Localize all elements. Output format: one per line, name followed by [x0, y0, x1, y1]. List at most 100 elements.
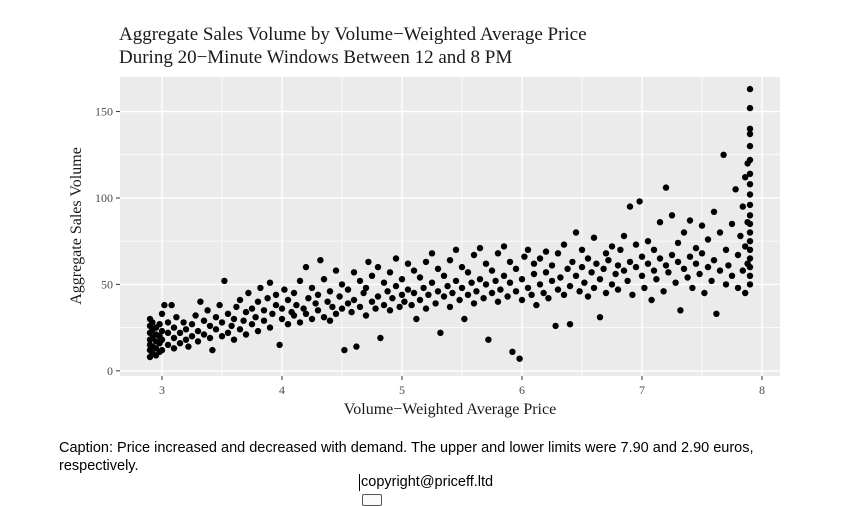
data-point — [566, 282, 574, 290]
data-point — [242, 331, 250, 338]
data-point — [194, 338, 202, 345]
data-point — [728, 220, 736, 228]
data-point — [284, 321, 292, 328]
data-point — [204, 307, 211, 314]
data-point — [377, 334, 384, 342]
data-point — [338, 281, 346, 288]
data-point — [674, 239, 682, 247]
data-point — [206, 334, 214, 342]
data-point — [374, 293, 382, 300]
data-point — [569, 258, 576, 266]
data-point — [746, 212, 754, 219]
data-point — [708, 277, 715, 285]
data-point — [485, 336, 492, 343]
data-point — [272, 301, 280, 309]
data-point — [528, 291, 535, 298]
data-point — [557, 274, 564, 281]
data-point — [545, 295, 552, 302]
data-point — [677, 307, 684, 314]
data-point — [384, 288, 391, 295]
data-point — [674, 258, 682, 266]
data-point — [746, 104, 754, 112]
data-point — [638, 272, 646, 279]
data-point — [608, 243, 616, 250]
data-point — [392, 282, 400, 290]
data-point — [396, 303, 403, 311]
data-point — [737, 232, 744, 240]
data-point — [746, 220, 754, 228]
data-point — [542, 248, 550, 255]
data-point — [188, 333, 196, 340]
data-point — [482, 260, 490, 267]
y-tick-label: 100 — [95, 191, 113, 205]
data-point — [476, 276, 484, 283]
data-point — [380, 279, 388, 286]
data-point — [684, 274, 691, 281]
x-tick-label: 3 — [159, 383, 165, 397]
data-point — [746, 255, 754, 262]
data-point — [636, 198, 643, 205]
data-point — [276, 341, 283, 349]
data-point — [626, 258, 634, 266]
data-point — [716, 267, 724, 274]
data-point — [732, 186, 739, 193]
plot-panel — [120, 77, 780, 376]
data-point — [228, 322, 235, 330]
data-point — [612, 270, 619, 278]
data-point — [458, 284, 466, 292]
data-point — [428, 279, 436, 286]
embed-control-box[interactable] — [362, 494, 382, 506]
data-point — [581, 279, 588, 286]
data-point — [572, 272, 580, 279]
data-point — [266, 324, 274, 331]
data-point — [230, 336, 238, 343]
data-point — [305, 295, 312, 302]
data-point — [233, 303, 240, 311]
data-point — [216, 301, 223, 309]
data-point — [308, 315, 316, 323]
data-point — [488, 289, 496, 297]
data-point — [542, 269, 550, 276]
data-point — [332, 267, 340, 274]
data-point — [290, 289, 298, 297]
data-point — [290, 312, 298, 319]
data-point — [572, 229, 580, 236]
data-point — [656, 255, 664, 262]
data-point — [662, 184, 670, 191]
data-point — [326, 288, 334, 295]
data-point — [590, 234, 598, 241]
data-point — [170, 324, 178, 331]
data-point — [168, 301, 175, 309]
data-point — [629, 291, 636, 298]
data-point — [560, 241, 568, 248]
data-point — [449, 289, 456, 297]
data-point — [362, 312, 370, 319]
y-tick-label: 150 — [95, 105, 113, 119]
data-point — [624, 277, 631, 285]
data-point — [410, 267, 418, 274]
data-point — [692, 244, 700, 252]
data-point — [524, 246, 532, 253]
x-axis-title: Volume−Weighted Average Price — [344, 401, 556, 418]
data-point — [254, 298, 262, 305]
data-point — [242, 308, 250, 316]
data-point — [224, 310, 232, 317]
data-point — [300, 305, 307, 312]
data-point — [626, 203, 634, 210]
data-point — [428, 250, 436, 257]
data-point — [252, 314, 259, 321]
data-point — [728, 272, 736, 279]
data-point — [164, 341, 172, 349]
data-point — [336, 293, 343, 300]
data-point — [221, 277, 228, 285]
data-point — [734, 284, 742, 292]
data-point — [212, 326, 220, 333]
data-point — [380, 301, 388, 309]
x-tick-label: 5 — [399, 383, 405, 397]
data-point — [344, 286, 352, 293]
data-point — [192, 312, 199, 319]
data-point — [434, 288, 442, 295]
data-point — [245, 289, 252, 297]
data-point — [320, 314, 328, 321]
data-point — [548, 262, 556, 269]
